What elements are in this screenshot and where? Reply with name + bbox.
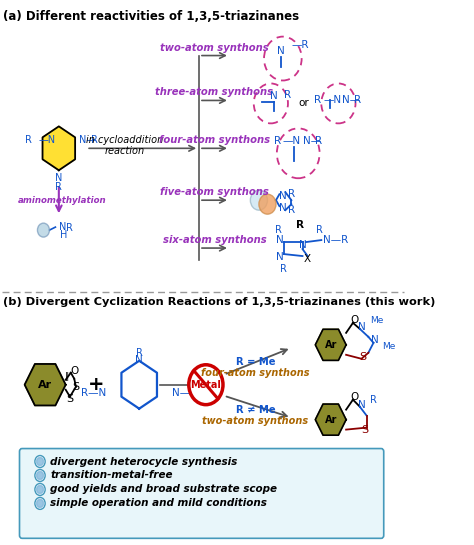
Text: N: N [270, 92, 278, 101]
Text: divergent heterocycle synthesis: divergent heterocycle synthesis [50, 457, 237, 467]
Circle shape [35, 469, 45, 481]
Text: R = Me: R = Me [236, 357, 275, 367]
Text: S: S [73, 382, 80, 392]
Text: —N: —N [283, 136, 301, 147]
Circle shape [36, 486, 44, 493]
Polygon shape [315, 404, 346, 435]
Circle shape [36, 457, 44, 465]
Text: good yields and broad substrate scope: good yields and broad substrate scope [50, 485, 277, 494]
Text: two-atom synthons: two-atom synthons [160, 43, 269, 52]
Text: N—R: N—R [172, 387, 197, 398]
Text: S: S [360, 352, 367, 362]
Polygon shape [43, 126, 75, 170]
Text: R: R [288, 189, 295, 199]
Text: R: R [280, 264, 287, 274]
Text: R: R [316, 225, 323, 235]
Text: Me: Me [370, 317, 383, 325]
Text: R: R [288, 205, 295, 215]
Text: N: N [276, 235, 284, 245]
Text: N: N [135, 355, 143, 365]
Text: R: R [370, 395, 377, 405]
Text: O: O [351, 315, 359, 325]
Polygon shape [25, 364, 66, 405]
Text: reaction: reaction [105, 146, 145, 156]
Text: N: N [357, 322, 365, 332]
Text: R: R [91, 135, 98, 146]
Circle shape [35, 483, 45, 495]
Text: N: N [279, 203, 287, 213]
Text: N: N [59, 222, 66, 232]
Text: Ar: Ar [38, 380, 52, 390]
Text: R: R [136, 348, 143, 358]
Text: simple operation and mild conditions: simple operation and mild conditions [50, 499, 267, 508]
Text: N: N [371, 335, 379, 345]
Text: (b) Divergent Cyclization Reactions of 1,3,5-triazinanes (this work): (b) Divergent Cyclization Reactions of 1… [3, 297, 436, 307]
Text: R: R [25, 135, 31, 146]
Text: O: O [351, 392, 359, 402]
Text: R: R [55, 182, 62, 192]
Text: four-atom synthons: four-atom synthons [201, 368, 310, 378]
Text: two-atom synthons: two-atom synthons [202, 416, 309, 426]
Text: H: H [60, 230, 67, 240]
Text: N: N [279, 191, 287, 201]
Text: N: N [299, 240, 306, 250]
Text: transition-metal-free: transition-metal-free [50, 470, 173, 481]
Circle shape [250, 190, 267, 210]
Circle shape [36, 471, 44, 480]
Text: N: N [357, 399, 365, 410]
Text: Metal: Metal [191, 380, 221, 390]
Text: ‖: ‖ [65, 372, 70, 381]
Text: S: S [66, 393, 73, 404]
Text: R—N: R—N [82, 387, 107, 398]
Text: O: O [70, 366, 78, 376]
Text: Ar: Ar [325, 415, 337, 425]
Text: R: R [275, 225, 282, 235]
Text: N—: N— [79, 135, 97, 146]
Text: X: X [304, 254, 311, 264]
Text: R: R [274, 136, 281, 147]
Circle shape [36, 499, 44, 507]
Text: six-atom synthons: six-atom synthons [163, 235, 266, 245]
Text: —N: —N [38, 135, 55, 146]
Text: in cycloaddition: in cycloaddition [86, 135, 163, 146]
Text: R: R [66, 223, 73, 233]
Text: four-atom synthons: four-atom synthons [159, 135, 270, 146]
Circle shape [259, 194, 276, 214]
Text: Me: Me [382, 342, 395, 352]
Text: N: N [277, 46, 285, 56]
Text: or: or [299, 99, 310, 108]
Text: R: R [315, 136, 322, 147]
Text: —R: —R [292, 40, 309, 50]
Text: Ar: Ar [325, 340, 337, 350]
Text: S: S [361, 425, 368, 434]
Circle shape [35, 498, 45, 510]
Text: R: R [284, 90, 291, 100]
Text: three-atom synthons: three-atom synthons [155, 87, 273, 98]
Circle shape [189, 365, 223, 404]
Text: N—: N— [302, 136, 320, 147]
Text: R: R [354, 95, 361, 105]
Text: R: R [296, 220, 304, 230]
Text: —N: —N [323, 95, 341, 105]
Text: N—R: N—R [323, 235, 348, 245]
Polygon shape [315, 329, 346, 360]
Circle shape [37, 223, 49, 237]
Text: five-atom synthons: five-atom synthons [160, 187, 269, 197]
Text: R ≠ Me: R ≠ Me [236, 404, 275, 415]
Text: N: N [55, 173, 63, 183]
Text: +: + [88, 375, 105, 394]
Text: aminomethylation: aminomethylation [18, 196, 107, 205]
Text: N: N [276, 252, 284, 262]
Text: (a) Different reactivities of 1,3,5-triazinanes: (a) Different reactivities of 1,3,5-tria… [3, 10, 300, 23]
Text: R: R [314, 95, 321, 105]
Circle shape [35, 456, 45, 468]
Text: N—: N— [342, 95, 360, 105]
FancyBboxPatch shape [19, 449, 384, 538]
